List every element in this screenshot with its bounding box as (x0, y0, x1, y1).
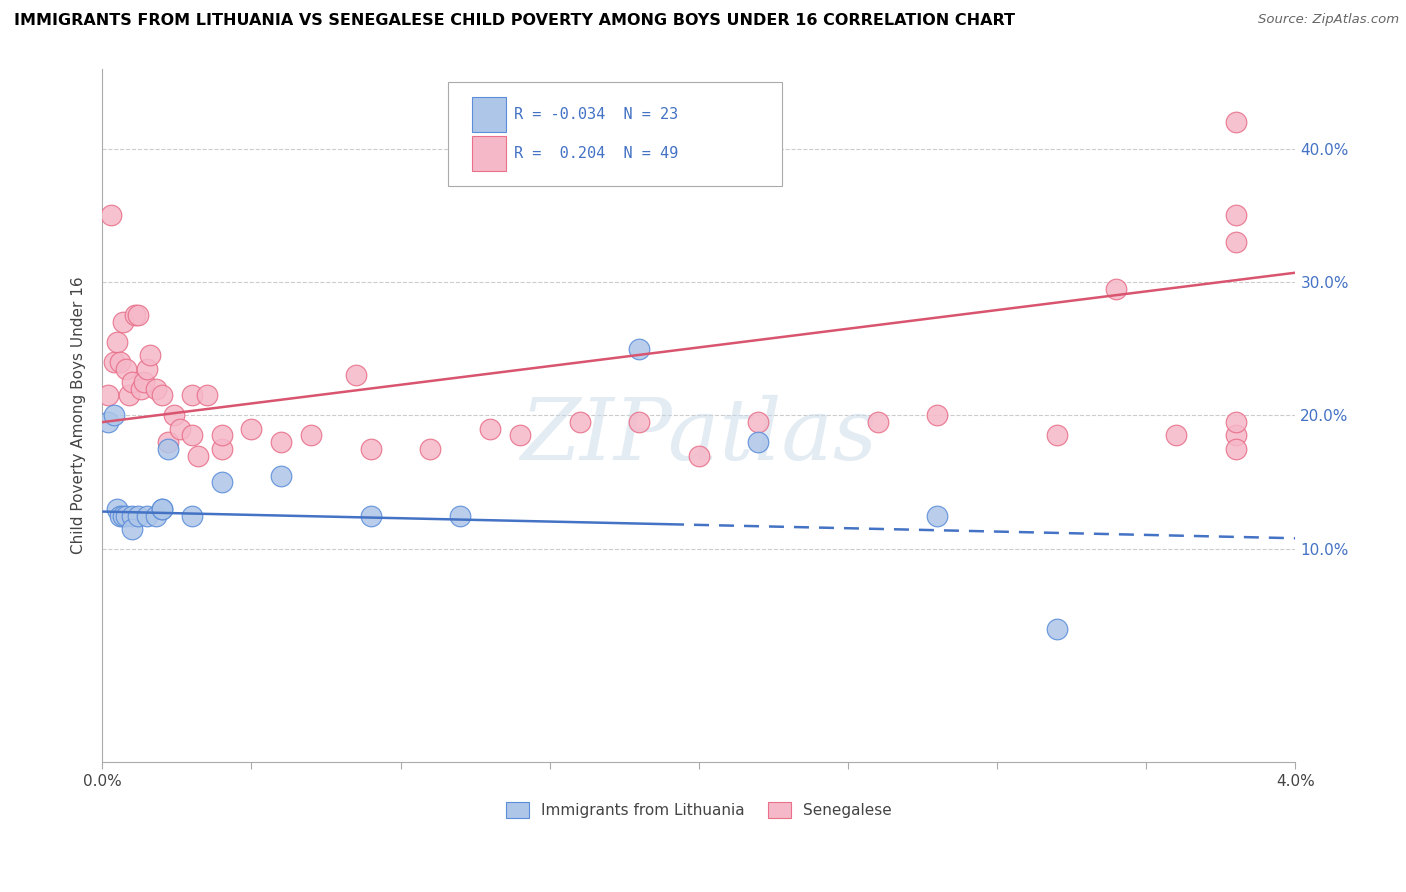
Point (129, 382, 152, 396)
Point (103, 355, 125, 369)
Point (115, 508, 138, 523)
Text: R =  0.204  N = 49: R = 0.204 N = 49 (513, 145, 678, 161)
Point (344, 368, 367, 383)
Point (211, 428, 233, 442)
Point (360, 442, 382, 456)
Point (150, 502, 173, 516)
Point (270, 468, 292, 483)
Point (299, 428, 322, 442)
Point (449, 508, 471, 523)
Point (121, 508, 143, 523)
Point (118, 388, 141, 402)
Point (156, 435, 179, 450)
Point (1225, 115, 1247, 129)
Legend: Immigrants from Lithuania, Senegalese: Immigrants from Lithuania, Senegalese (501, 796, 898, 824)
Point (927, 508, 949, 523)
Point (479, 422, 502, 436)
Point (866, 415, 889, 429)
Point (1225, 208, 1247, 222)
Point (112, 508, 135, 523)
Point (688, 449, 710, 463)
Point (187, 449, 209, 463)
Point (628, 415, 651, 429)
Point (145, 382, 167, 396)
Text: Source: ZipAtlas.com: Source: ZipAtlas.com (1258, 13, 1399, 27)
Point (97, 415, 120, 429)
Point (132, 375, 155, 389)
Point (240, 422, 263, 436)
Point (124, 309, 146, 323)
Point (169, 422, 191, 436)
Point (180, 388, 202, 402)
Point (1225, 428, 1247, 442)
Text: IMMIGRANTS FROM LITHUANIA VS SENEGALESE CHILD POVERTY AMONG BOYS UNDER 16 CORREL: IMMIGRANTS FROM LITHUANIA VS SENEGALESE … (14, 13, 1015, 29)
Point (108, 508, 131, 523)
Point (150, 388, 173, 402)
Point (1166, 428, 1188, 442)
Point (112, 315, 135, 329)
Point (568, 415, 591, 429)
Point (1105, 282, 1128, 296)
Point (747, 435, 769, 450)
Text: R = -0.034  N = 23: R = -0.034 N = 23 (513, 107, 678, 122)
Point (747, 415, 769, 429)
Point (927, 409, 949, 423)
Point (100, 208, 122, 222)
Point (163, 409, 186, 423)
Point (127, 309, 149, 323)
Point (211, 475, 233, 490)
Point (1046, 428, 1069, 442)
Point (145, 508, 167, 523)
Point (419, 442, 441, 456)
Point (103, 409, 125, 423)
Y-axis label: Child Poverty Among Boys Under 16: Child Poverty Among Boys Under 16 (72, 277, 86, 554)
Point (270, 435, 292, 450)
Point (1225, 415, 1247, 429)
FancyBboxPatch shape (449, 82, 782, 186)
Point (136, 508, 159, 523)
Point (195, 388, 218, 402)
Point (150, 502, 173, 516)
Point (1046, 622, 1069, 636)
Point (139, 348, 162, 362)
Point (1225, 235, 1247, 249)
Point (628, 342, 651, 356)
FancyBboxPatch shape (472, 97, 506, 132)
Point (108, 355, 131, 369)
Point (360, 508, 382, 523)
Point (127, 508, 149, 523)
Text: ZIPatlas: ZIPatlas (520, 395, 877, 477)
Point (509, 428, 531, 442)
Point (121, 375, 143, 389)
Point (180, 508, 202, 523)
Point (105, 335, 128, 350)
Point (105, 502, 128, 516)
Point (211, 442, 233, 456)
Point (136, 361, 159, 376)
Point (121, 522, 143, 536)
Point (1225, 442, 1247, 456)
FancyBboxPatch shape (472, 136, 506, 170)
Point (97, 388, 120, 402)
Point (156, 442, 179, 456)
Point (180, 428, 202, 442)
Point (115, 361, 138, 376)
